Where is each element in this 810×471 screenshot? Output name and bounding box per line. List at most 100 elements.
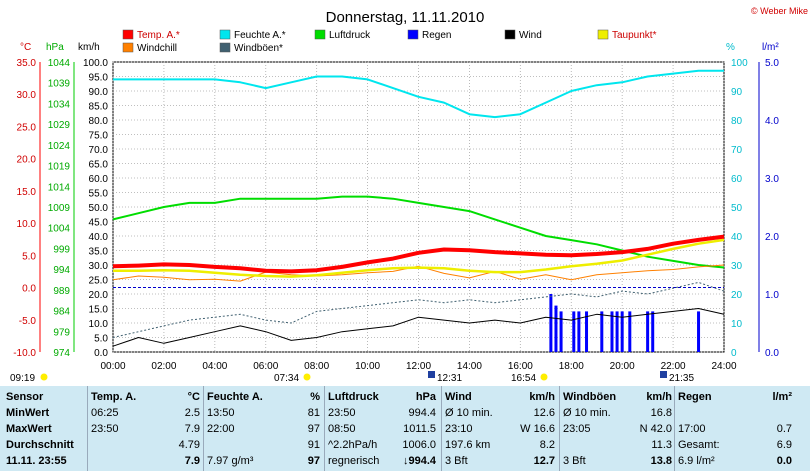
series-line <box>112 234 725 274</box>
cell-value: 1006.0 <box>402 439 436 451</box>
cell-value: 8.2 <box>539 439 555 451</box>
sunset-time: 16:54 <box>511 373 536 384</box>
series-line <box>113 69 724 119</box>
temp-tick-label: 30.0 <box>17 90 37 101</box>
humidity-tick-label: 90 <box>731 87 743 98</box>
cell-sublabel: 23:10 <box>445 423 473 435</box>
wind-tick-label: 70.0 <box>89 145 109 156</box>
wind-tick-label: 20.0 <box>89 290 109 301</box>
sunrise-time: 07:34 <box>274 373 299 384</box>
legend-label: Regen <box>422 30 451 41</box>
wind-tick-label: 30.0 <box>89 261 109 272</box>
legend-label: Windböen* <box>234 43 283 54</box>
column-unit: l/m² <box>772 391 792 403</box>
pressure-tick-label: 1014 <box>48 182 71 193</box>
pressure-tick-label: 1009 <box>48 203 71 214</box>
cell-value: 7.9 <box>184 423 200 435</box>
legend-label: Taupunkt* <box>612 30 657 41</box>
rain-bar <box>615 311 619 352</box>
humidity-tick-label: 80 <box>731 116 743 127</box>
wind-tick-label: 75.0 <box>89 131 109 142</box>
unit-rain: l/m² <box>762 42 779 53</box>
pressure-tick-label: 1029 <box>48 120 71 131</box>
unit-pressure: hPa <box>46 42 64 53</box>
cell-value: 0.7 <box>776 423 792 435</box>
cell-value: W 16.6 <box>520 423 555 435</box>
humidity-tick-label: 30 <box>731 261 743 272</box>
legend-swatch <box>597 29 609 40</box>
cell-value: 97 <box>307 423 320 435</box>
sun-time-left: 09:19 <box>10 373 35 384</box>
x-tick-label: 20:00 <box>610 361 635 372</box>
wind-tick-label: 25.0 <box>89 276 109 287</box>
column-divider <box>87 386 88 471</box>
pressure-tick-label: 989 <box>53 286 70 297</box>
unit-humidity: % <box>726 42 735 53</box>
column-unit: km/h <box>646 391 672 403</box>
rain-bar <box>585 311 589 352</box>
cell-sublabel: 08:50 <box>328 423 356 435</box>
column-unit: hPa <box>415 391 436 403</box>
sunrise-icon <box>303 373 311 381</box>
cell-sublabel: 197.6 km <box>445 439 491 451</box>
row-label: Durchschnitt <box>6 439 74 451</box>
legend-swatch <box>314 29 326 40</box>
humidity-tick-label: 20 <box>731 290 743 301</box>
legend-swatch <box>504 29 516 40</box>
rain-bar <box>600 311 604 352</box>
rain-bar <box>646 311 650 352</box>
temp-tick-label: 35.0 <box>17 58 37 69</box>
copyright-text: © Weber Mike <box>751 6 808 16</box>
rain-tick-label: 1.0 <box>765 290 779 301</box>
temp-tick-label: -10.0 <box>13 348 36 359</box>
temp-tick-label: 20.0 <box>17 155 37 166</box>
cell-sublabel: Ø 10 min. <box>563 407 611 419</box>
cell-value: 97 <box>307 455 320 467</box>
temp-tick-label: 25.0 <box>17 122 37 133</box>
x-tick-label: 12:00 <box>406 361 431 372</box>
legend-label: Windchill <box>137 43 177 54</box>
legend-swatch <box>122 29 134 40</box>
cell-sublabel: 06:25 <box>91 407 119 419</box>
wind-tick-label: 50.0 <box>89 203 109 214</box>
x-tick-label: 14:00 <box>457 361 482 372</box>
column-header: Feuchte A. <box>207 391 263 403</box>
pressure-tick-label: 994 <box>53 265 70 276</box>
cell-value: 16.8 <box>650 407 672 419</box>
cell-sublabel: 23:50 <box>328 407 356 419</box>
x-tick-label: 10:00 <box>355 361 380 372</box>
wind-tick-label: 100.0 <box>83 58 108 69</box>
humidity-tick-label: 40 <box>731 232 743 243</box>
cell-value: 0.0 <box>776 455 792 467</box>
column-unit: km/h <box>529 391 555 403</box>
pressure-tick-label: 979 <box>53 327 70 338</box>
x-tick-label: 08:00 <box>304 361 329 372</box>
x-tick-label: 16:00 <box>508 361 533 372</box>
column-divider <box>324 386 325 471</box>
noon-icon <box>428 371 435 378</box>
series-line <box>112 264 725 282</box>
pressure-tick-label: 1004 <box>48 224 71 235</box>
humidity-tick-label: 50 <box>731 203 743 214</box>
cell-value: N 42.0 <box>639 423 672 435</box>
pressure-tick-label: 1039 <box>48 79 71 90</box>
cell-sublabel: regnerisch <box>328 455 380 467</box>
humidity-tick-label: 0 <box>731 348 737 359</box>
row-label: Sensor <box>6 391 44 403</box>
cell-sublabel: 22:00 <box>207 423 235 435</box>
sunset-icon <box>540 373 548 381</box>
rain-bar <box>572 311 576 352</box>
temp-tick-label: 0.0 <box>22 284 36 295</box>
cell-value: 1011.5 <box>403 423 436 435</box>
rain-bar <box>549 294 553 352</box>
wind-tick-label: 15.0 <box>89 305 109 316</box>
row-label: MaxWert <box>6 423 52 435</box>
rain-bar <box>651 311 655 352</box>
temp-tick-label: 5.0 <box>22 251 36 262</box>
rain-bar <box>628 311 632 352</box>
unit-wind: km/h <box>78 42 100 53</box>
wind-tick-label: 60.0 <box>89 174 109 185</box>
wind-tick-label: 80.0 <box>89 116 109 127</box>
cell-sublabel: 3 Bft <box>563 455 586 467</box>
rain-bar <box>620 311 624 352</box>
